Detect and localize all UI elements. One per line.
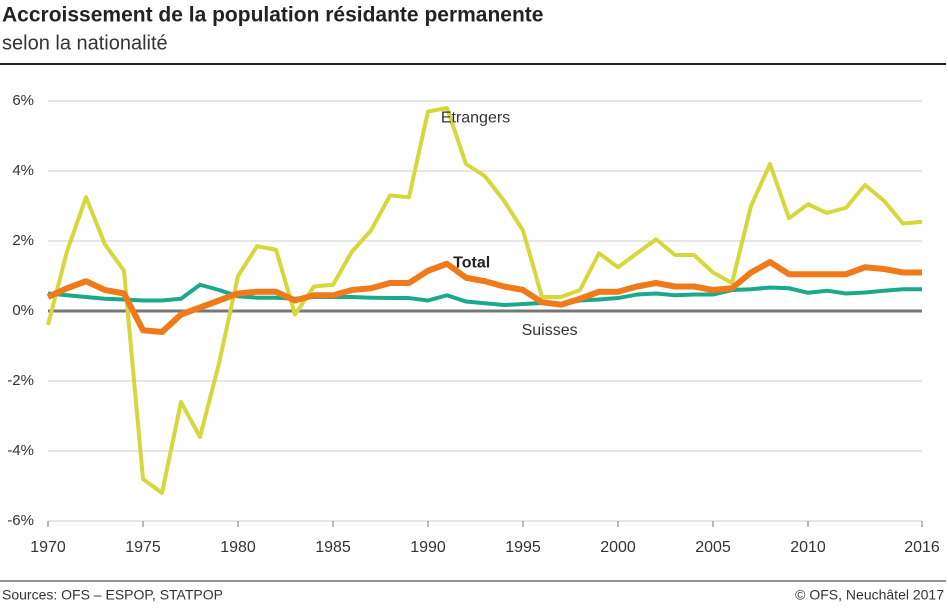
- y-tick-label: 4%: [12, 162, 34, 179]
- x-tick-label: 1995: [505, 539, 541, 556]
- x-tick-label: 1970: [30, 539, 66, 556]
- y-tick-label: 0%: [12, 302, 34, 319]
- x-tick-label: 2010: [790, 539, 826, 556]
- x-tick-label: 2005: [695, 539, 731, 556]
- series-line: [46, 106, 923, 495]
- series-line: [46, 259, 922, 335]
- copyright: © OFS, Neuchâtel 2017: [795, 587, 944, 603]
- series-label: Suisses: [522, 322, 578, 339]
- x-tick-label: 1975: [125, 539, 161, 556]
- series-line: [47, 282, 922, 308]
- x-tick-label: 2016: [904, 539, 940, 556]
- x-tick-label: 2000: [600, 539, 636, 556]
- source: Sources: OFS – ESPOP, STATPOP: [2, 587, 223, 603]
- series-label: Etrangers: [441, 110, 510, 127]
- y-tick-label: -2%: [7, 372, 34, 389]
- y-tick-label: -4%: [7, 442, 34, 459]
- chart-title: Accroissement de la population résidante…: [2, 4, 543, 27]
- series-label: Total: [453, 254, 490, 271]
- chart-subtitle: selon la nationalité: [2, 32, 168, 54]
- x-tick-label: 1985: [315, 539, 351, 556]
- y-tick-label: 2%: [12, 232, 34, 249]
- x-tick-label: 1980: [220, 539, 256, 556]
- y-tick-label: 6%: [12, 92, 34, 109]
- y-tick-label: -6%: [7, 512, 34, 529]
- x-tick-label: 1990: [410, 539, 446, 556]
